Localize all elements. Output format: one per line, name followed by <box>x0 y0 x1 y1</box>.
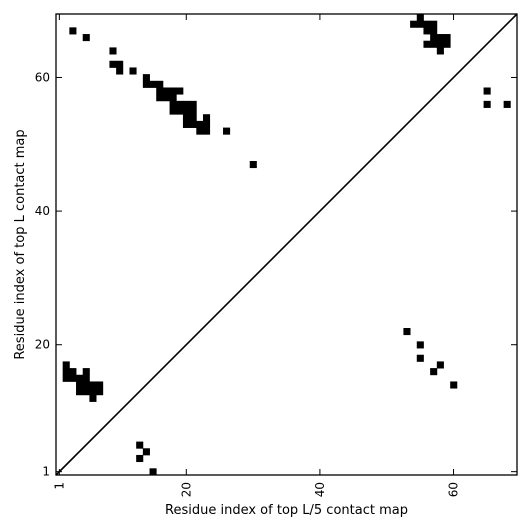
contact-cell <box>430 27 438 35</box>
contact-cell <box>156 94 164 102</box>
contact-cell <box>202 114 211 122</box>
contact-cell <box>76 374 84 382</box>
x-tick-label: 60 <box>447 482 461 497</box>
contact-cell <box>436 361 444 369</box>
contact-cell <box>116 60 124 68</box>
y-tick-label: 40 <box>35 204 50 218</box>
contact-cell <box>169 87 177 95</box>
contact-cell <box>82 381 90 389</box>
contact-cell <box>76 388 84 396</box>
contact-cell <box>189 100 197 108</box>
contact-cell <box>62 368 70 376</box>
contact-cell <box>416 20 424 28</box>
contact-cell <box>156 80 164 88</box>
lower-triangle-contacts <box>62 328 458 476</box>
x-tick-label: 40 <box>313 482 327 497</box>
contact-cell <box>169 100 177 108</box>
contact-cell <box>423 20 431 28</box>
contact-cell <box>109 47 117 55</box>
contact-cell <box>189 107 197 115</box>
contact-cell <box>82 368 90 376</box>
x-axis-label: Residue index of top L/5 contact map <box>165 503 408 518</box>
contact-cell <box>249 160 257 169</box>
contact-cell <box>89 394 97 402</box>
contact-cell <box>436 47 444 55</box>
contact-cell <box>82 374 90 382</box>
contact-cell <box>142 448 150 456</box>
contact-cell <box>156 87 164 95</box>
contact-cell <box>96 388 104 396</box>
contact-cell <box>89 381 97 389</box>
contact-cell <box>129 67 137 75</box>
contact-cell <box>76 381 84 389</box>
contact-cell <box>169 94 177 102</box>
contact-cell <box>69 27 77 35</box>
upper-triangle-contacts <box>69 14 511 169</box>
contact-cell <box>182 100 191 108</box>
contact-cell <box>89 388 97 396</box>
diagonal-line <box>55 13 518 476</box>
contact-cell <box>116 67 124 75</box>
contact-cell <box>416 341 424 349</box>
contact-cell <box>202 120 211 128</box>
contact-cell <box>483 100 491 108</box>
x-tick-label: 20 <box>179 482 193 497</box>
contact-cell <box>196 127 204 135</box>
contact-cell <box>62 361 70 369</box>
contact-cell <box>503 100 511 108</box>
contact-cell <box>182 120 191 128</box>
contact-cell <box>202 127 211 135</box>
plot-frame <box>55 13 518 476</box>
contact-cell <box>136 454 144 463</box>
contact-cell <box>149 80 157 88</box>
y-tick-label: 20 <box>35 338 50 352</box>
contact-cell <box>169 107 177 115</box>
axis-ticks: 1 20 40 60 1 20 40 60 <box>35 14 517 497</box>
contact-cell <box>176 100 184 108</box>
contact-cell <box>162 94 170 102</box>
contact-cell <box>189 114 197 122</box>
contact-cell <box>430 20 438 28</box>
contact-cell <box>436 40 444 48</box>
contact-cell <box>443 34 451 42</box>
contact-cell <box>436 34 444 42</box>
x-tick-label: 1 <box>52 482 66 490</box>
y-axis-label: Residue index of top L contact map <box>13 129 28 359</box>
y-tick-label: 60 <box>35 70 50 84</box>
contact-cell <box>176 107 184 115</box>
y-tick-label: 1 <box>42 465 50 479</box>
contact-cell <box>430 40 438 48</box>
contact-cell <box>109 60 117 68</box>
contact-cell <box>69 374 77 382</box>
contact-cell <box>162 87 170 95</box>
contact-cell <box>443 40 451 48</box>
contact-cell <box>450 381 458 389</box>
contact-cell <box>410 20 418 28</box>
contact-cell <box>182 107 191 115</box>
contact-cell <box>62 374 70 382</box>
contact-cell <box>69 368 77 376</box>
contact-cell <box>136 441 144 449</box>
contact-cell <box>149 468 157 476</box>
contact-cell <box>96 381 104 389</box>
contact-cell <box>403 328 411 336</box>
contact-cell <box>416 14 424 22</box>
contact-cell <box>82 34 90 42</box>
contact-cell <box>142 80 150 88</box>
contact-cell <box>176 87 184 95</box>
contact-cell <box>483 87 491 95</box>
contact-cell <box>430 34 438 42</box>
contact-cell <box>430 368 438 376</box>
contact-cell <box>142 74 150 82</box>
contact-cell <box>423 40 431 48</box>
contact-cell <box>423 27 431 35</box>
contact-cell <box>223 127 231 135</box>
contact-cell <box>189 120 197 128</box>
contact-cell <box>82 388 90 396</box>
contact-cell <box>416 354 424 362</box>
contact-cell <box>182 114 191 122</box>
contact-cell <box>196 120 204 128</box>
